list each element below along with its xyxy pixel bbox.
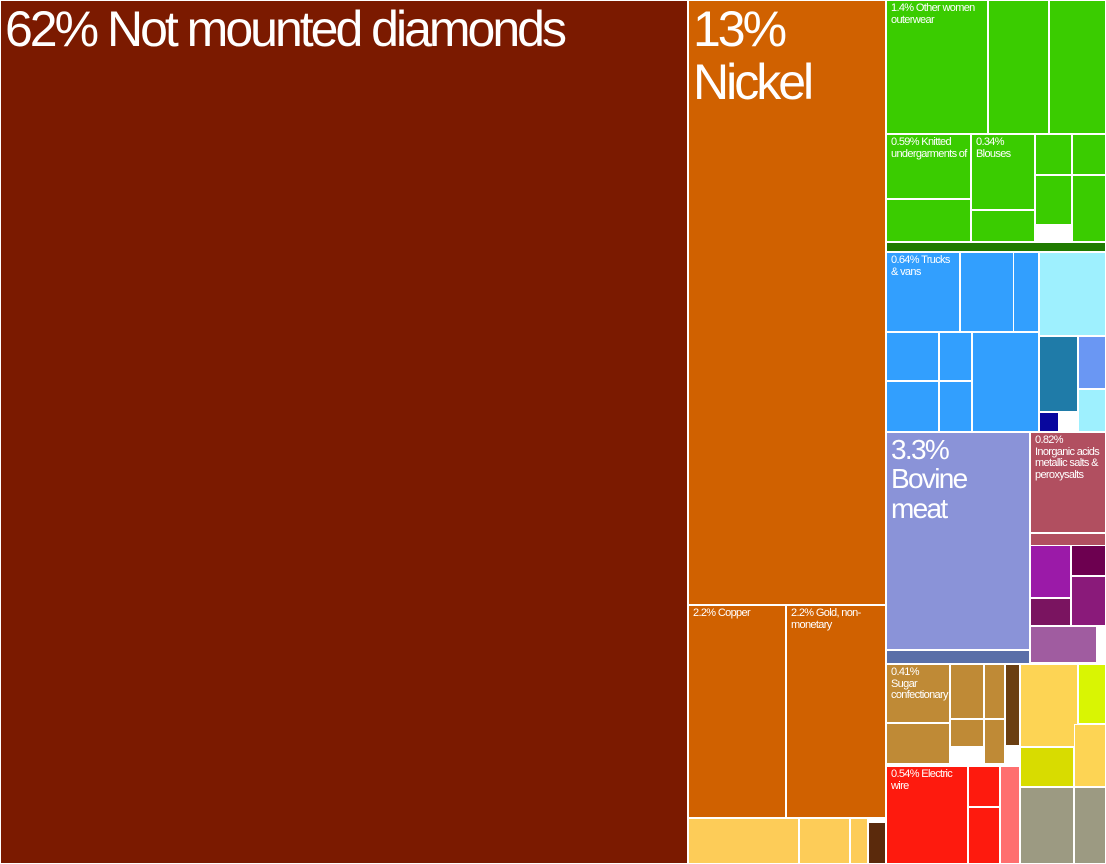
tile xyxy=(1020,787,1074,864)
tile xyxy=(1005,664,1020,746)
category-label: Other women outerwear xyxy=(891,2,975,26)
tile: 1.4% Other women outerwear xyxy=(886,0,988,134)
tile xyxy=(886,199,971,242)
tile xyxy=(960,252,1014,332)
tile xyxy=(1030,545,1071,598)
tile xyxy=(984,719,1005,764)
tile xyxy=(1013,252,1039,332)
tile-label: 0.54% Electric wire xyxy=(891,768,965,792)
tile-label: 3.3% Bovine meat xyxy=(891,435,1027,523)
tile xyxy=(1078,389,1106,432)
tile: 0.34% Blouses xyxy=(971,134,1035,210)
value-label: 1.4% xyxy=(891,2,914,14)
tile xyxy=(868,822,886,864)
category-label: Knitted undergarments of xyxy=(891,136,967,160)
tile xyxy=(939,381,972,432)
category-label: Nickel xyxy=(693,53,814,110)
tile: 2.2% Gold, non-monetary xyxy=(786,605,886,818)
tile xyxy=(886,723,950,764)
value-label: 0.59% xyxy=(891,136,920,148)
tile: 13% Nickel xyxy=(688,0,886,605)
tile xyxy=(1078,664,1106,724)
category-label: Electric wire xyxy=(891,768,953,792)
tile xyxy=(1074,787,1106,864)
tile-label: 2.2% Gold, non-monetary xyxy=(791,607,883,631)
tile-label: 1.4% Other women outerwear xyxy=(891,2,985,26)
tile xyxy=(1049,0,1106,134)
tile xyxy=(984,664,1005,719)
tile-label: 2.2% Copper xyxy=(693,607,783,620)
tile xyxy=(950,719,984,747)
tile-label: 62% Not mounted diamonds xyxy=(5,3,685,56)
tile xyxy=(850,818,868,864)
tile xyxy=(968,766,1000,807)
tile xyxy=(1039,252,1106,336)
tile xyxy=(1030,598,1071,626)
category-label: Trucks & vans xyxy=(891,254,950,278)
value-label: 3.3% xyxy=(891,434,950,465)
tile: 0.64% Trucks & vans xyxy=(886,252,960,332)
category-label: Gold, non-monetary xyxy=(791,607,861,631)
tile: 0.82% Inorganic acids metallic salts & p… xyxy=(1030,432,1106,533)
tile xyxy=(968,807,1000,864)
value-label: 2.2% xyxy=(693,607,716,619)
value-label: 0.64% xyxy=(891,254,920,266)
category-label: Copper xyxy=(717,607,751,619)
tile xyxy=(972,332,1039,432)
tile xyxy=(1035,175,1072,225)
tile: 62% Not mounted diamonds xyxy=(0,0,688,864)
tile xyxy=(1071,576,1106,626)
tile xyxy=(886,650,1030,664)
value-label: 0.41% xyxy=(891,666,920,678)
tile xyxy=(971,210,1035,242)
tile-label: 0.59% Knitted undergarments of xyxy=(891,136,968,160)
tile xyxy=(1030,626,1097,663)
tile xyxy=(799,818,850,864)
value-label: 0.34% xyxy=(976,136,1005,148)
category-label: Blouses xyxy=(976,147,1011,160)
tile xyxy=(886,332,939,381)
tile xyxy=(1072,175,1106,242)
category-label: Bovine meat xyxy=(891,463,968,524)
tile-label: 0.34% Blouses xyxy=(976,136,1032,160)
tile-label: 13% Nickel xyxy=(693,3,883,108)
value-label: 62% xyxy=(5,1,99,57)
value-label: 2.2% xyxy=(791,607,814,619)
tile: 3.3% Bovine meat xyxy=(886,432,1030,650)
tile: 2.2% Copper xyxy=(688,605,786,818)
tile: 0.54% Electric wire xyxy=(886,766,968,864)
tile: 0.41% Sugar confectionary xyxy=(886,664,950,723)
tile-label: 0.64% Trucks & vans xyxy=(891,254,957,278)
tile xyxy=(1020,664,1078,747)
tile xyxy=(1074,724,1106,787)
tile xyxy=(688,818,799,864)
tile xyxy=(886,381,939,432)
tile xyxy=(886,242,1106,252)
tile xyxy=(1072,134,1106,175)
value-label: 0.54% xyxy=(891,768,920,780)
tile xyxy=(950,664,984,719)
tile xyxy=(1039,412,1059,432)
tile xyxy=(1071,545,1106,576)
tile: 0.59% Knitted undergarments of xyxy=(886,134,971,199)
tile xyxy=(939,332,972,381)
tile xyxy=(1039,336,1078,412)
tile xyxy=(1078,336,1106,389)
tile-label: 0.41% Sugar confectionary xyxy=(891,666,949,702)
tile xyxy=(988,0,1049,134)
tile xyxy=(1020,747,1074,787)
tile xyxy=(1035,134,1072,175)
tile xyxy=(1000,766,1020,864)
category-label: Sugar confectionary xyxy=(891,677,949,702)
category-label: Not mounted diamonds xyxy=(106,1,567,57)
value-label: 0.82% xyxy=(1035,434,1064,446)
value-label: 13% xyxy=(693,1,787,57)
category-label: Inorganic acids metallic salts & peroxys… xyxy=(1035,445,1100,481)
tile-label: 0.82% Inorganic acids metallic salts & p… xyxy=(1035,434,1103,481)
